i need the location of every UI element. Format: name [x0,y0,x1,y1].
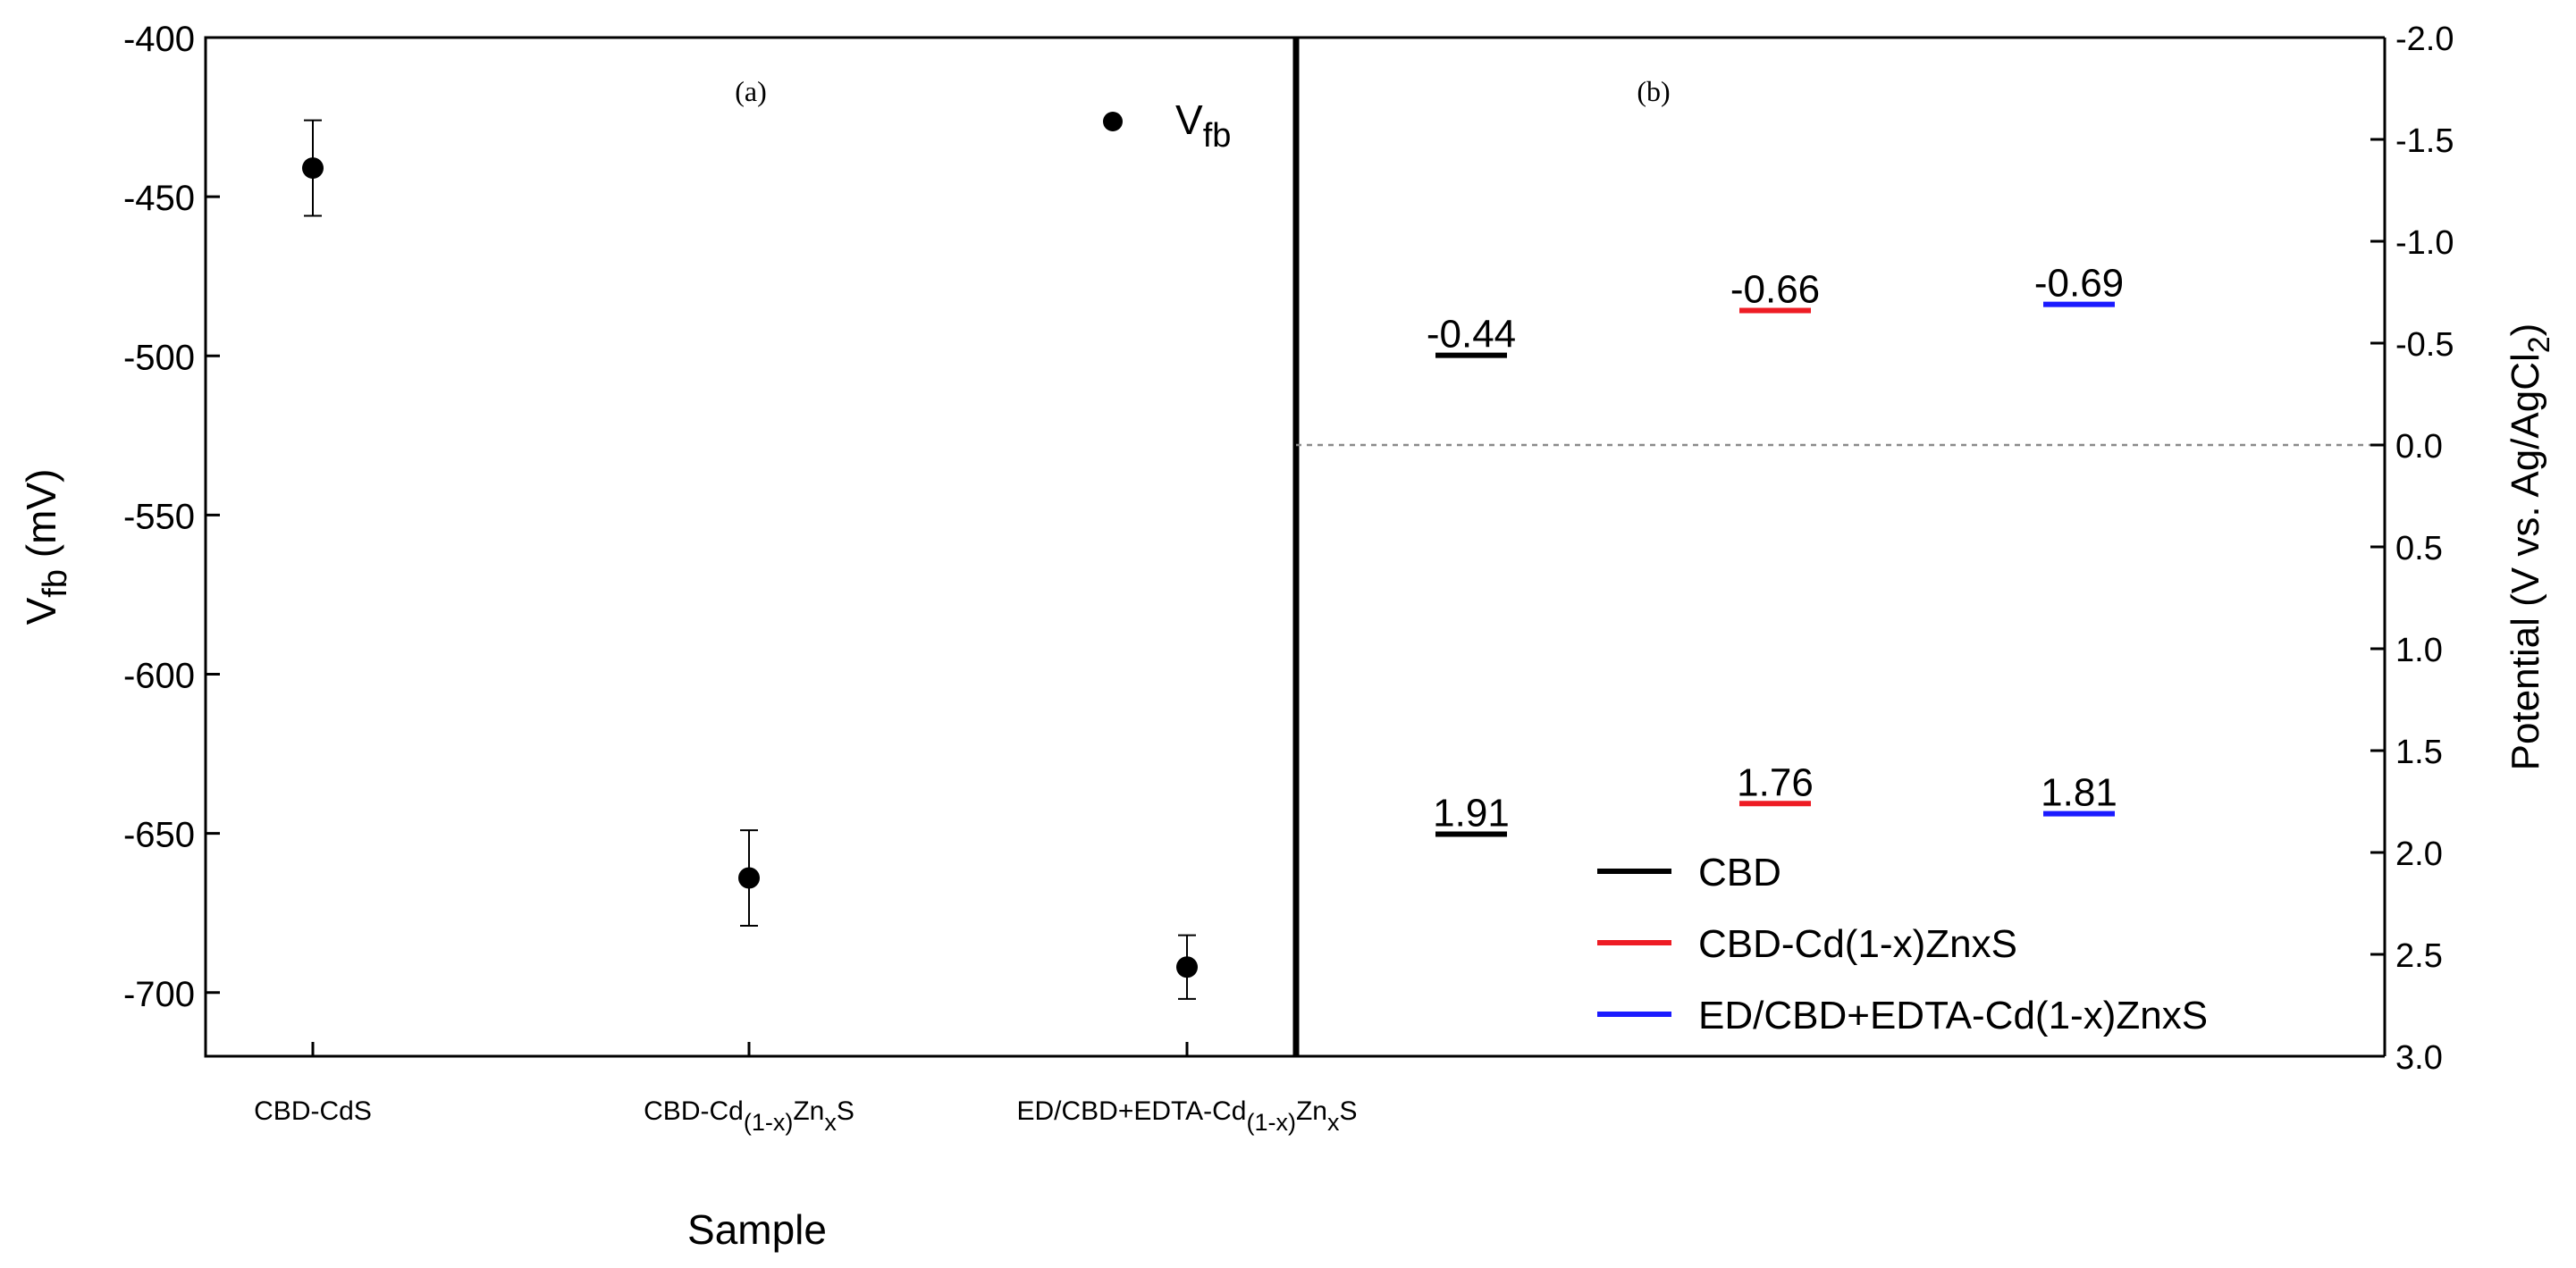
legend-label-vfb: Vfb [1175,97,1231,155]
y-tick-label: 2.5 [2395,937,2443,975]
panel-b-y-ticks: -2.0 -1.5 -1.0 -0.5 0.0 0.5 1.0 1.5 2.0 2.5 3.0 [2370,21,2454,1077]
y-tick-label: -400 [123,20,195,59]
y-tick-label: -1.0 [2395,224,2454,262]
panel-a-y-ticks: -400 -450 -500 -550 -600 -650 -700 [123,20,220,1014]
y-tick-label: -500 [123,338,195,377]
panel-b-y-axis-title: Potential (V vs. Ag/AgCl2) [2504,323,2556,771]
data-point-cbd-cds [302,157,324,180]
panel-a-frame [204,36,1298,1058]
legend-label-ed-cbd-edta-cd-1-x-znxs: ED/CBD+EDTA-Cd(1-x)ZnxS [1698,994,2208,1037]
panel-a: -400-450-500-550-600-650-700 CBD-CdS CBD-… [18,20,1358,1253]
panel-a-legend: Vfb [1103,97,1231,155]
y-tick-label: 0.0 [2395,428,2443,466]
y-tick-label: -2.0 [2395,21,2454,58]
panel-a-x-axis-title: Sample [687,1206,827,1253]
y-tick-label: -1.5 [2395,122,2454,160]
level-label-cbd-cd-1-x-znxs: -0.66 [1730,268,1820,312]
y-tick-label: 2.0 [2395,836,2443,873]
data-point-cbd-cd-1-x-znxs [738,867,760,889]
panel-a-x-ticks: CBD-CdS CBD-Cd(1-x)ZnxS ED/CBD+EDTA-Cd(1-x… [254,1042,1358,1136]
level-label-ed-cbd-edta-cd-1-x-znxs: 1.81 [2041,771,2117,815]
y-tick-label: -450 [123,179,195,218]
data-point-ed-cbd-edta-cd-1-x-znxs [1176,956,1198,978]
level-label-cbd: 1.91 [1433,791,1510,835]
y-tick-label: 1.0 [2395,632,2443,669]
panel-a-points [302,119,1198,1000]
y-tick-label: 3.0 [2395,1039,2443,1077]
panel-b-label: (b) [1637,75,1670,107]
level-label-cbd: -0.44 [1427,313,1516,357]
y-tick-label: 1.5 [2395,734,2443,771]
legend-marker-vfb [1103,112,1123,131]
panel-b: -2.0 -1.5 -1.0 -0.5 0.0 0.5 1.0 1.5 2.0 2.5 3.0 -0… [1292,21,2556,1077]
y-tick-label: -0.5 [2395,326,2454,364]
x-tick-label-cbd-cds: CBD-CdS [254,1096,372,1126]
legend-label-cbd-cd-1-x-znxs: CBD-Cd(1-x)ZnxS [1698,922,2017,966]
y-tick-label: 0.5 [2395,530,2443,567]
y-tick-label: -700 [123,975,195,1014]
x-tick-label-cbd-cd-1-x-znxs: CBD-Cd(1-x)ZnxS [644,1096,854,1136]
panel-a-label: (a) [735,75,767,107]
y-tick-label: -600 [123,657,195,696]
panel-a-y-axis-title: Vfb (mV) [18,469,74,626]
level-label-cbd-cd-1-x-znxs: 1.76 [1737,760,1814,804]
legend-label-cbd: CBD [1698,851,1781,894]
level-label-ed-cbd-edta-cd-1-x-znxs: -0.69 [2034,262,2124,306]
y-tick-label: -650 [123,816,195,855]
panel-b-legend: CBD CBD-Cd(1-x)ZnxS ED/CBD+EDTA-Cd(1-x)Znx… [1597,851,2208,1037]
panel-b-levels: -0.44 1.91 -0.66 1.76 -0.69 1.81 [1427,262,2124,837]
y-tick-label: -550 [123,497,195,536]
x-tick-label-ed-cbd-edta-cd-1-x-znxs: ED/CBD+EDTA-Cd(1-x)ZnxS [1016,1096,1357,1136]
